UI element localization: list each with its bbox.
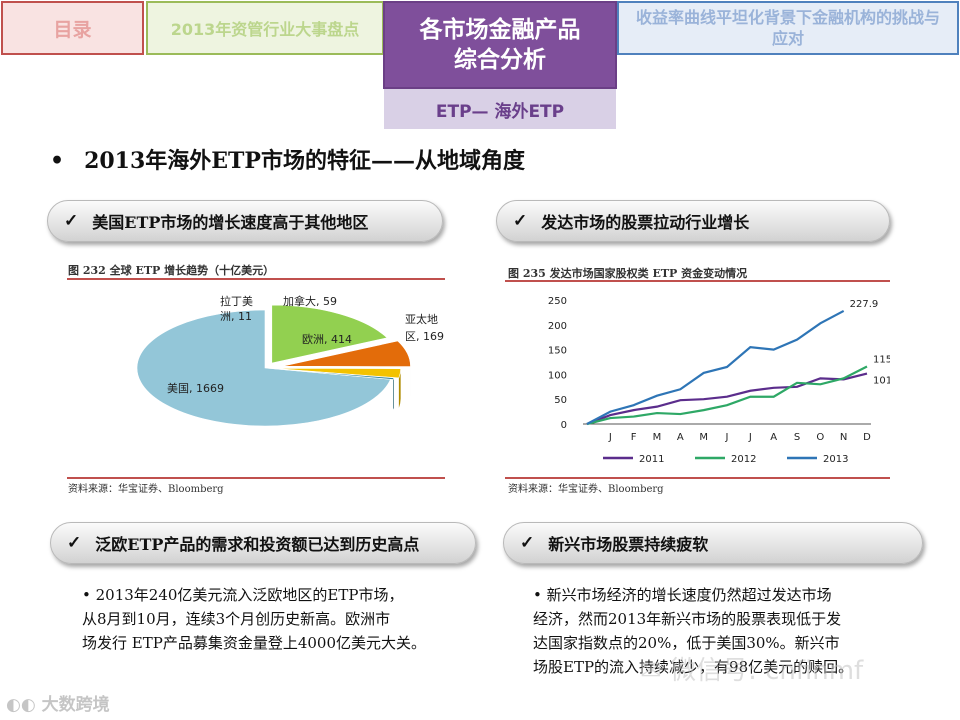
tab-2013-review-label: 2013年资管行业大事盘点: [170, 20, 360, 39]
tab-toc[interactable]: 目录: [1, 1, 144, 55]
pill-europe-demand-label: 泛欧ETP产品的需求和投资额已达到历史高点: [95, 535, 420, 554]
check-icon: ✓: [520, 533, 535, 553]
y-tick-label: 150: [548, 346, 567, 357]
legend-label-2012: 2012: [731, 454, 756, 465]
pie-chart-title: 图 232 全球 ETP 增长趋势（十亿美元）: [68, 264, 275, 277]
label-latam-2: 洲, 11: [220, 310, 252, 323]
tab-market-analysis[interactable]: 各市场金融产品 综合分析: [383, 1, 617, 89]
pie-slice-latam: [267, 367, 395, 380]
x-tick-label: S: [794, 432, 800, 443]
pie-slice-us: [136, 309, 391, 427]
subtab-overseas-etp[interactable]: ETP— 海外ETP: [384, 89, 616, 129]
line-chart-title: 图 235 发达市场国家股权类 ETP 资金变动情况: [508, 267, 748, 280]
weibo-logo-icon: ◐◐: [6, 695, 42, 715]
emerging-line-3: 达国家指数点的20%，低于美国30%。新兴市: [533, 634, 840, 652]
pie-slice-canada: [272, 368, 401, 379]
europe-line-1: • 2013年240亿美元流入泛欧地区的ETP市场，: [82, 586, 404, 604]
y-tick-label: 50: [554, 395, 567, 406]
wechat-logo-icon: ✉: [640, 656, 671, 686]
europe-paragraph: • 2013年240亿美元流入泛欧地区的ETP市场， 从8月到10月，连续3个月…: [82, 583, 426, 655]
x-tick-label: M: [653, 432, 662, 443]
pie-chart: 拉丁美 洲, 11 加拿大, 59 欧洲, 414 亚太地 区, 169 美国,…: [136, 294, 444, 427]
series-end-label-2013: 227.9: [850, 299, 879, 310]
pill-developed-equity: ✓ 发达市场的股票拉动行业增长: [496, 200, 890, 242]
emerging-line-2: 经济，然而2013年新兴市场的股票表现低于发: [533, 610, 842, 628]
line-chart: 0 50 100 150 200 250 J F M A M J J A S O N D 101.8 115.9 227…: [548, 296, 890, 465]
x-tick-label: A: [677, 432, 684, 443]
line-source: 资料来源：华宝证券、Bloomberg: [508, 484, 664, 495]
label-apac-2: 区, 169: [405, 330, 444, 343]
label-europe: 欧洲, 414: [302, 333, 352, 346]
x-tick-label: M: [699, 432, 708, 443]
pie-title-rule: [67, 278, 445, 280]
pie-source-rule: [67, 477, 445, 479]
series-line-2013: [586, 309, 845, 425]
x-tick-label: J: [608, 432, 612, 443]
pie-slice-apac: [282, 340, 411, 367]
watermark-left-text: 大数跨境: [41, 695, 110, 715]
y-tick-label: 250: [548, 296, 567, 307]
tab-yield-curve-challenges-label: 收益率曲线平坦化背景下金融机构的挑战与应对: [635, 8, 940, 48]
pill-europe-demand: ✓ 泛欧ETP产品的需求和投资额已达到历史高点: [50, 522, 476, 564]
x-tick-label: N: [840, 432, 847, 443]
watermark-right: ✉ 微信号: cnfinmf: [640, 650, 863, 687]
watermark-right-text: 微信号: cnfinmf: [670, 656, 864, 686]
x-tick-label: O: [816, 432, 824, 443]
series-end-label-2011: 101.8: [873, 376, 890, 387]
emerging-paragraph: • 新兴市场经济的增长速度仍然超过发达市场 经济，然而2013年新兴市场的股票表…: [533, 583, 853, 679]
pie-slice-europe: [271, 304, 388, 364]
heading-text: 2013年海外ETP市场的特征——从地域角度: [84, 148, 525, 174]
emerging-line-1: • 新兴市场经济的增长速度仍然超过发达市场: [533, 586, 832, 604]
subtab-overseas-etp-label: ETP— 海外ETP: [435, 101, 565, 122]
x-tick-label: F: [631, 432, 637, 443]
check-icon: ✓: [513, 211, 528, 231]
tab-toc-label: 目录: [53, 18, 92, 41]
pie-source: 资料来源：华宝证券、Bloomberg: [68, 484, 224, 495]
series-line-2011: [586, 372, 868, 426]
x-tick-label: D: [863, 432, 871, 443]
watermark-left: ◐◐ 大数跨境: [6, 690, 110, 715]
emerging-line-4: 场股ETP的流入持续减少，有98亿美元的赎回。: [533, 658, 854, 676]
label-us: 美国, 1669: [167, 382, 224, 395]
legend-label-2011: 2011: [639, 454, 664, 465]
label-latam-1: 拉丁美: [220, 294, 253, 308]
line-title-rule: [505, 280, 890, 282]
check-icon: ✓: [67, 533, 82, 553]
pie-slice-latam-side: [393, 377, 394, 410]
tab-market-analysis-line2: 综合分析: [454, 47, 546, 73]
series-line-2012: [586, 365, 868, 426]
check-icon: ✓: [64, 211, 79, 231]
tab-market-analysis-line1: 各市场金融产品: [419, 17, 581, 43]
y-tick-label: 100: [548, 370, 567, 381]
tab-yield-curve-challenges[interactable]: 收益率曲线平坦化背景下金融机构的挑战与应对: [617, 1, 959, 55]
pill-emerging-weak: ✓ 新兴市场股票持续疲软: [503, 522, 923, 564]
heading-bullet: •: [50, 148, 65, 174]
pie-slice-canada-side: [398, 368, 401, 408]
pill-emerging-weak-label: 新兴市场股票持续疲软: [548, 535, 709, 554]
x-tick-label: J: [748, 432, 752, 443]
series-end-label-2012: 115.9: [873, 355, 890, 366]
y-tick-label: 0: [561, 420, 567, 431]
y-tick-label: 200: [548, 321, 567, 332]
pill-developed-equity-label: 发达市场的股票拉动行业增长: [541, 213, 750, 232]
pill-us-growth: ✓ 美国ETP市场的增长速度高于其他地区: [47, 200, 443, 242]
tab-2013-review[interactable]: 2013年资管行业大事盘点: [146, 1, 384, 55]
x-tick-label: J: [725, 432, 729, 443]
europe-line-2: 从8月到10月，连续3个月创历史新高。欧洲市: [82, 610, 391, 628]
legend-label-2013: 2013: [823, 454, 848, 465]
line-source-rule: [505, 477, 890, 479]
x-tick-label: A: [770, 432, 777, 443]
page-heading: • 2013年海外ETP市场的特征——从地域角度: [50, 143, 525, 175]
europe-line-3: 场发行 ETP产品募集资金量登上4000亿美元大关。: [82, 634, 426, 652]
pill-us-growth-label: 美国ETP市场的增长速度高于其他地区: [92, 213, 369, 232]
label-apac-1: 亚太地: [405, 313, 438, 326]
label-canada: 加拿大, 59: [283, 294, 337, 308]
